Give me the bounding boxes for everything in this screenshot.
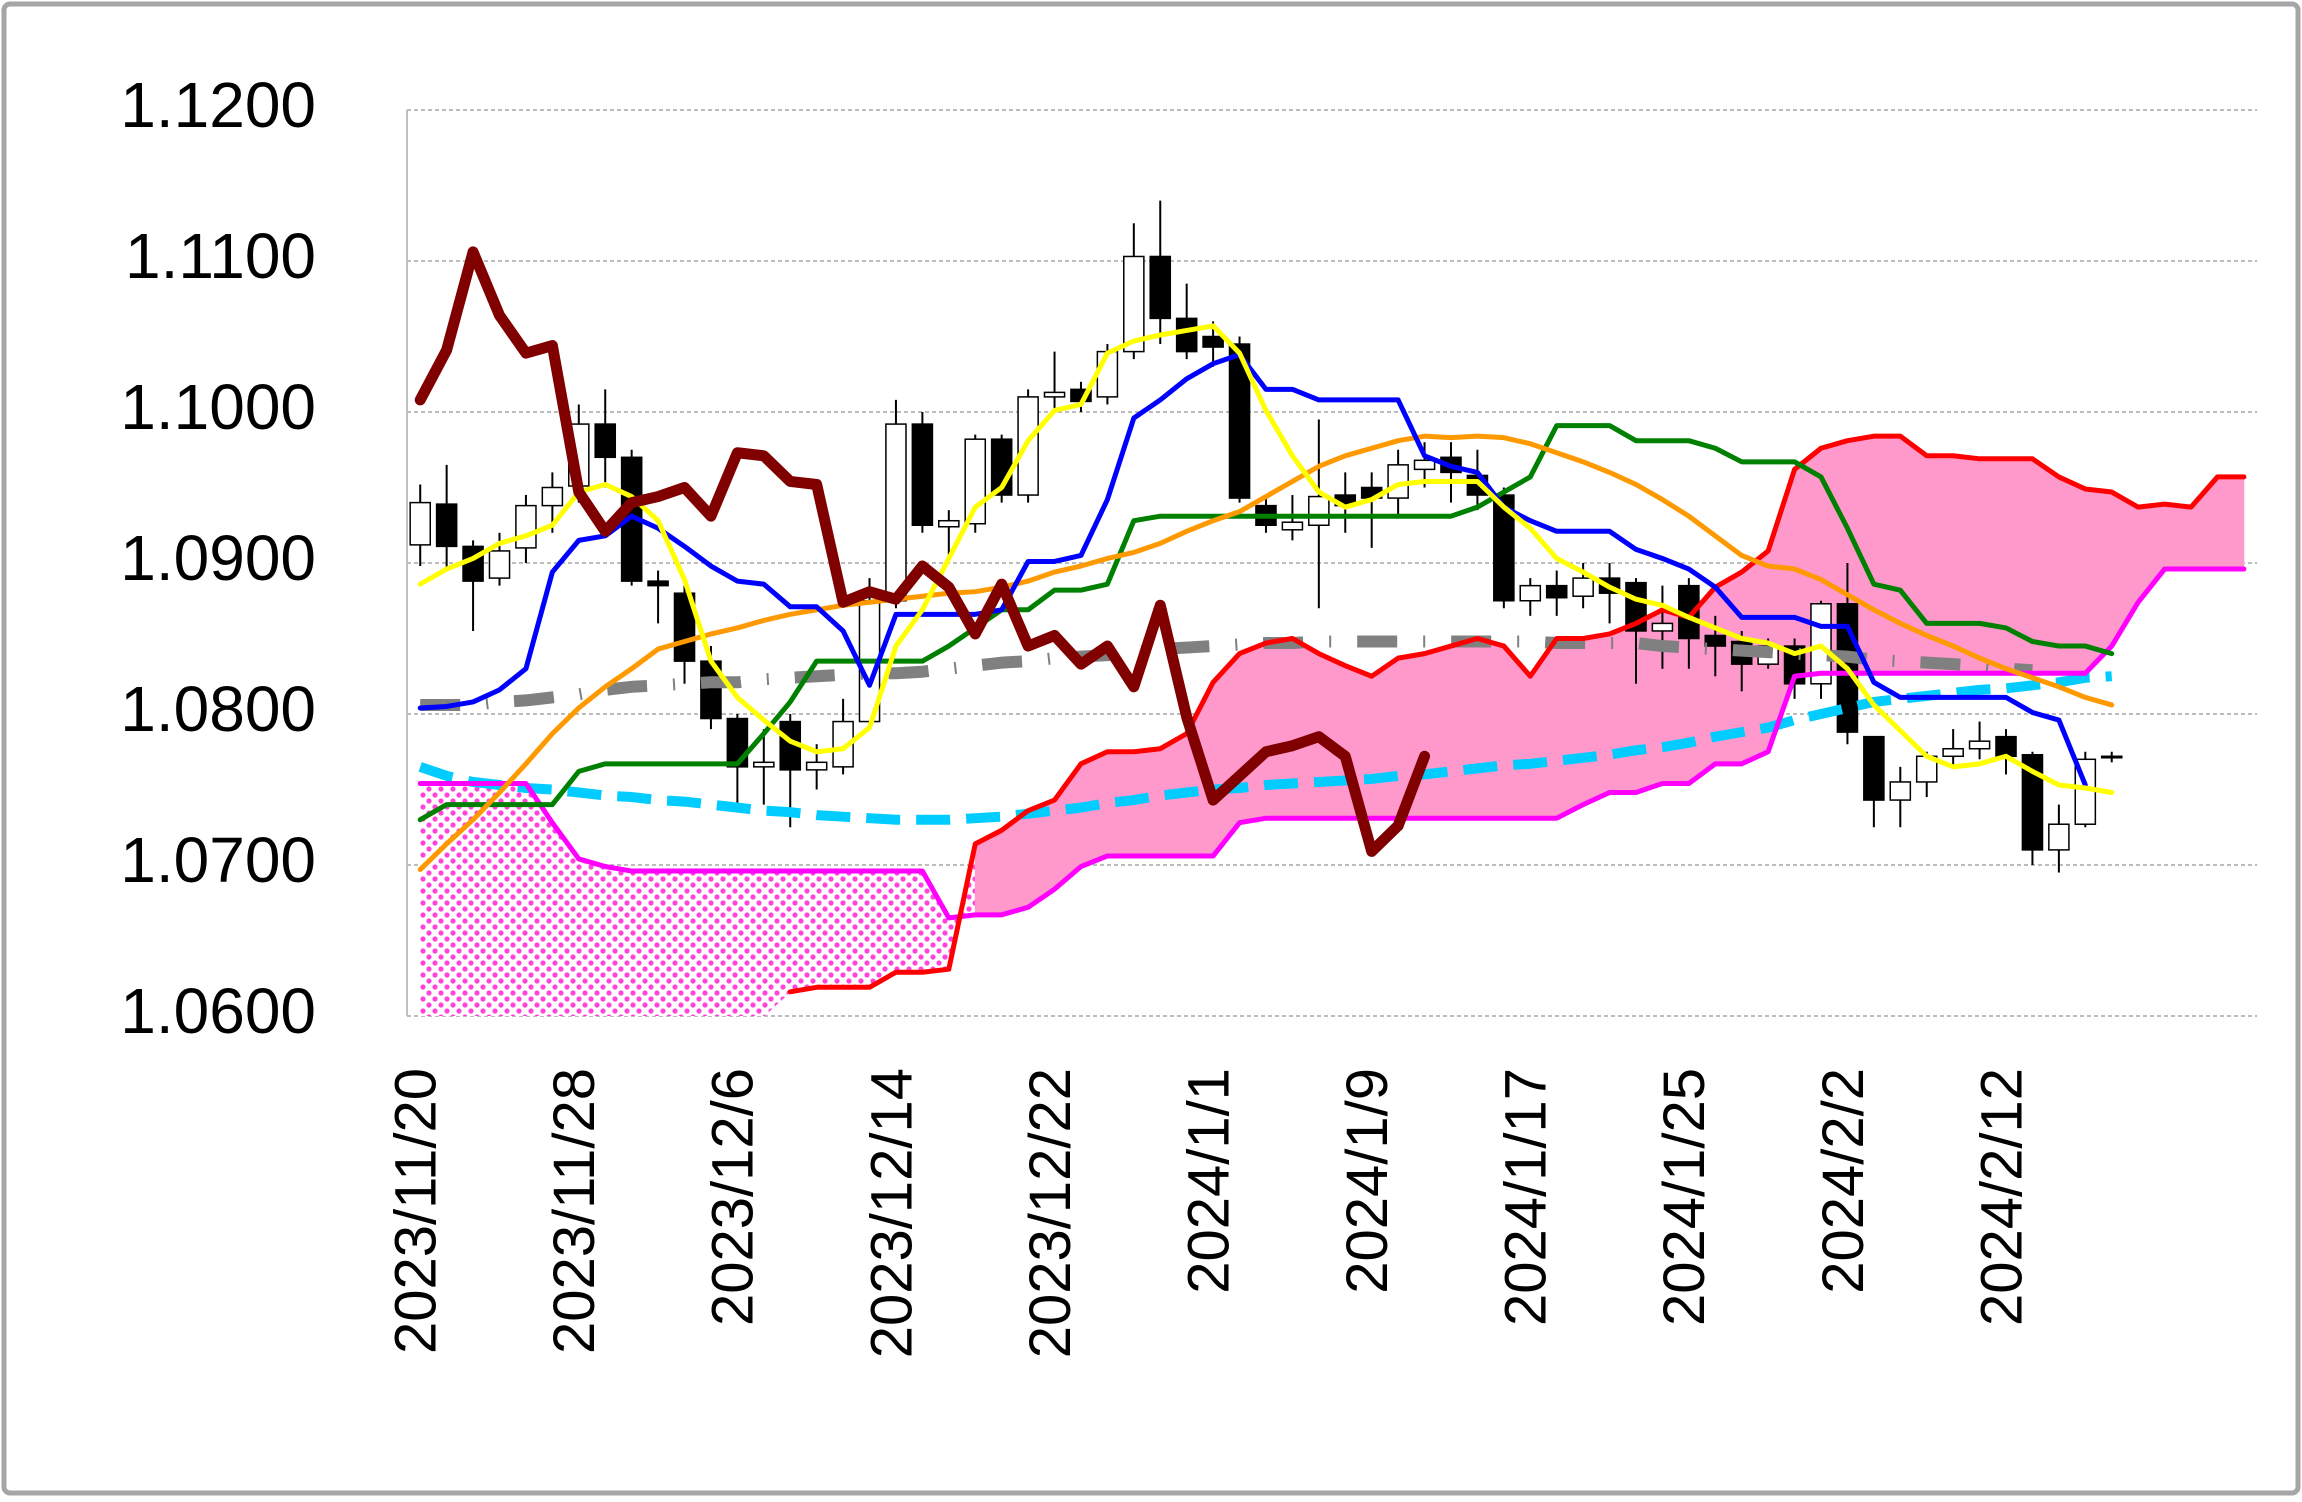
candle-body xyxy=(488,550,511,579)
candle-body xyxy=(885,423,907,602)
cloud-segment xyxy=(1979,458,2007,674)
indicator-line xyxy=(417,323,2115,796)
cloud-segment xyxy=(2164,503,2192,570)
candle-body xyxy=(1123,255,1145,353)
cloud-segment xyxy=(710,870,738,1016)
indicator-line xyxy=(420,635,2033,711)
y-tick-label: 1.1000 xyxy=(120,371,316,443)
x-tick-label: 2024/1/9 xyxy=(1335,1068,1400,1294)
cloud-segment xyxy=(631,870,659,1016)
candle-body xyxy=(1043,391,1066,398)
cloud-segment xyxy=(1265,638,1293,819)
cloud-segment xyxy=(1371,657,1399,819)
cloud-segment xyxy=(446,783,474,1016)
indicator-line xyxy=(414,246,1431,857)
cloud-segment xyxy=(895,870,923,973)
cloud-segment xyxy=(1424,645,1452,819)
candle-body xyxy=(1175,317,1198,353)
candle-body xyxy=(1968,740,1991,750)
candle-body xyxy=(435,503,458,548)
candle-body xyxy=(2048,823,2070,851)
candle-body xyxy=(409,501,432,546)
candle-body xyxy=(805,761,828,771)
cloud-segment xyxy=(763,870,791,1016)
candle-body xyxy=(1942,747,1964,758)
candle-body xyxy=(594,423,617,459)
x-tick-label: 2023/11/28 xyxy=(542,1068,607,1354)
x-tick-label: 2024/2/12 xyxy=(1969,1068,2034,1326)
candle-body xyxy=(541,486,564,507)
candle-body xyxy=(1519,584,1542,602)
x-tick-label: 2024/2/2 xyxy=(1811,1068,1876,1294)
cloud-segment xyxy=(499,783,527,1016)
candle-body xyxy=(1704,634,1727,647)
y-tick-label: 1.0600 xyxy=(120,975,316,1047)
y-tick-label: 1.0800 xyxy=(120,673,316,745)
cloud-segment xyxy=(1873,435,1901,674)
candle-body xyxy=(1308,495,1330,526)
cloud-segment xyxy=(1292,637,1320,819)
cloud-segment xyxy=(1450,637,1478,819)
candle-body xyxy=(1889,781,1912,801)
cloud-segment xyxy=(1556,638,1584,819)
indicator-line xyxy=(418,671,2113,825)
candle-body xyxy=(911,423,934,526)
cloud-segment xyxy=(1477,637,1505,819)
x-tick-label: 2023/12/6 xyxy=(701,1068,766,1326)
x-tick-label: 2023/11/20 xyxy=(384,1068,449,1354)
indicator-line xyxy=(417,423,2115,823)
x-tick-label: 2023/12/14 xyxy=(859,1068,924,1358)
candle-body xyxy=(1228,343,1251,499)
cloud-segment xyxy=(684,870,712,1016)
candle-body xyxy=(1572,577,1594,597)
candle-body xyxy=(515,504,537,549)
candle-body xyxy=(1202,335,1224,348)
candle-body xyxy=(832,720,854,768)
candle-body xyxy=(647,580,669,587)
indicator-line xyxy=(787,433,2247,995)
cloud-segment xyxy=(842,870,870,988)
candle-body xyxy=(2021,754,2044,851)
candle-body xyxy=(1995,735,2017,758)
candle-body xyxy=(1149,255,1172,320)
x-tick-label: 2024/1/25 xyxy=(1652,1068,1717,1326)
cloud-segment xyxy=(604,866,633,1016)
cloud-segment xyxy=(1899,435,1928,674)
candle-body xyxy=(726,717,749,768)
y-tick-label: 1.1200 xyxy=(120,69,316,141)
cloud-segment xyxy=(736,870,765,1016)
candle-body xyxy=(1413,459,1436,471)
candle-body xyxy=(1281,521,1304,531)
x-tick-label: 2023/12/22 xyxy=(1018,1068,1083,1358)
candle-body xyxy=(753,761,775,768)
cloud-segment xyxy=(1635,609,1663,794)
cloud-segment xyxy=(816,870,844,988)
indicator-line xyxy=(417,352,2088,788)
cloud-segment xyxy=(869,870,897,988)
cloud-segment xyxy=(1582,633,1610,806)
x-tick-label: 2024/1/1 xyxy=(1176,1068,1241,1294)
plot-area xyxy=(409,200,2247,1016)
indicator-line xyxy=(417,566,2247,921)
candle-body xyxy=(1545,584,1568,599)
y-tick-label: 1.0900 xyxy=(120,522,316,594)
cloud-segment xyxy=(1239,642,1267,824)
cloud-segment xyxy=(578,858,606,1016)
candle-body xyxy=(1651,622,1674,632)
candle-body xyxy=(1017,396,1039,496)
cloud-segment xyxy=(2217,476,2245,570)
y-tick-label: 1.0700 xyxy=(120,824,316,896)
candle-body xyxy=(1863,735,1885,801)
cloud-segment xyxy=(657,870,685,1016)
cloud-segment xyxy=(1609,622,1637,793)
candle-body xyxy=(938,519,960,528)
y-tick-label: 1.1100 xyxy=(125,220,316,292)
x-tick-label: 2024/1/17 xyxy=(1494,1068,1559,1326)
candle-body xyxy=(2100,755,2123,759)
cloud-segment xyxy=(1952,455,1980,674)
cloud-segment xyxy=(789,870,818,993)
candle-body xyxy=(1493,494,1515,602)
